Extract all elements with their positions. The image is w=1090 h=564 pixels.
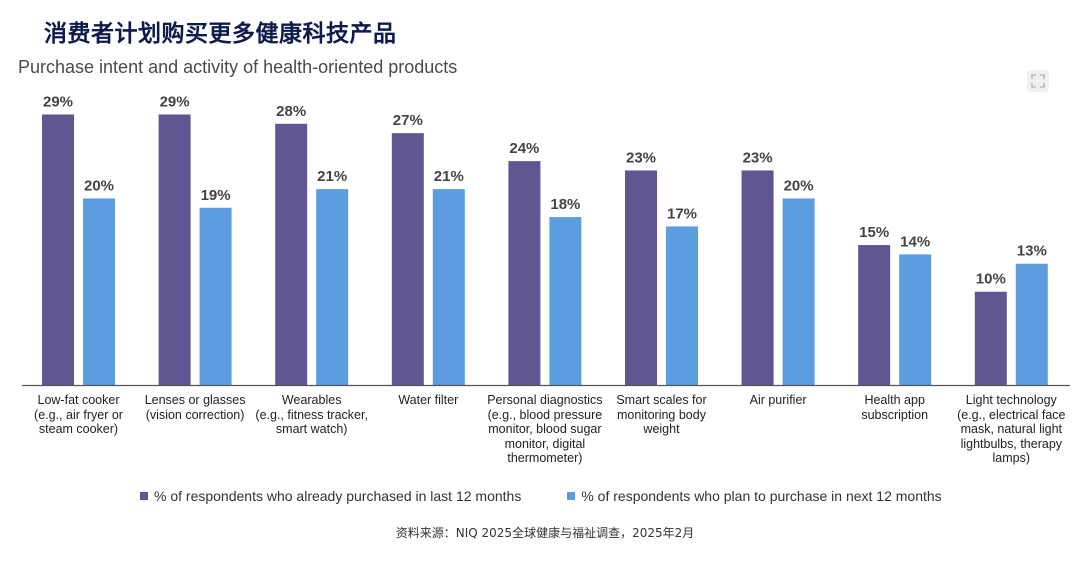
bar-plan xyxy=(782,198,815,385)
bar-purchased xyxy=(391,133,424,385)
legend: % of respondents who already purchased i… xyxy=(140,488,988,504)
legend-label-plan: % of respondents who plan to purchase in… xyxy=(581,488,942,504)
x-tick-label: Wearables (e.g., fitness tracker, smart wa… xyxy=(255,393,368,436)
bar-purchased xyxy=(974,291,1007,385)
data-label: 28% xyxy=(276,103,306,120)
data-label: 27% xyxy=(393,112,423,129)
page-title: 消费者计划购买更多健康科技产品 xyxy=(44,21,397,47)
data-label: 14% xyxy=(900,233,930,250)
data-label: 17% xyxy=(667,205,697,222)
data-label: 20% xyxy=(784,177,814,194)
data-label: 18% xyxy=(550,196,580,213)
x-tick-label: Light technology (e.g., electrical face ma… xyxy=(957,393,1066,465)
x-tick-label: Smart scales for monitoring body weight xyxy=(616,393,707,436)
bar-plan xyxy=(549,217,582,385)
data-label: 21% xyxy=(317,168,347,185)
bar-plan xyxy=(666,226,698,385)
x-tick-label: Low-fat cooker (e.g., air fryer or steam c… xyxy=(34,393,123,436)
data-label: 29% xyxy=(160,93,190,110)
data-label: 10% xyxy=(976,271,1006,288)
data-label: 23% xyxy=(626,149,656,166)
x-tick-label: Water filter xyxy=(398,393,459,407)
bar-purchased xyxy=(858,245,891,385)
legend-swatch-purchased xyxy=(140,492,148,500)
data-label: 19% xyxy=(201,187,231,204)
bar-purchased xyxy=(42,114,74,385)
data-label: 24% xyxy=(509,140,539,157)
bar-purchased xyxy=(741,170,774,385)
x-tick-label: Air purifier xyxy=(749,393,807,407)
source-note: 资料来源：NIQ 2025全球健康与福祉调查，2025年2月 xyxy=(395,526,695,540)
x-tick-label: Health app subscription xyxy=(861,393,929,422)
data-label: 13% xyxy=(1017,243,1047,260)
bar-purchased xyxy=(508,161,541,385)
bar-purchased xyxy=(275,123,308,385)
bar-purchased xyxy=(625,170,657,385)
expand-button[interactable] xyxy=(1027,70,1049,92)
data-label: 15% xyxy=(859,224,889,241)
bar-plan xyxy=(316,189,349,385)
data-label: 21% xyxy=(434,168,464,185)
legend-swatch-plan xyxy=(567,492,576,500)
legend-item-plan: % of respondents who plan to purchase in… xyxy=(567,488,942,504)
bar-chart: 29% 20% 29% 19% 28% 21% 27% 21% 24% 18% 23% 17% 23% 2… xyxy=(22,93,1070,387)
legend-label-purchased: % of respondents who already purchased i… xyxy=(154,488,522,504)
bar-plan xyxy=(199,207,232,385)
data-label: 29% xyxy=(43,93,73,110)
data-label: 23% xyxy=(743,149,773,166)
x-tick-label: Lenses or glasses (vision correction) xyxy=(144,393,246,422)
x-tick-label: Personal diagnostics (e.g., blood pressur… xyxy=(487,393,603,465)
bar-plan xyxy=(83,198,115,385)
bar-purchased xyxy=(158,114,191,385)
bar-plan xyxy=(432,189,465,385)
chart-title: Purchase intent and activity of health-o… xyxy=(18,57,458,77)
bar-plan xyxy=(899,254,932,385)
data-label: 20% xyxy=(84,177,114,194)
bar-plan xyxy=(1015,263,1048,385)
expand-icon xyxy=(1031,74,1045,88)
legend-item-purchased: % of respondents who already purchased i… xyxy=(140,488,521,504)
